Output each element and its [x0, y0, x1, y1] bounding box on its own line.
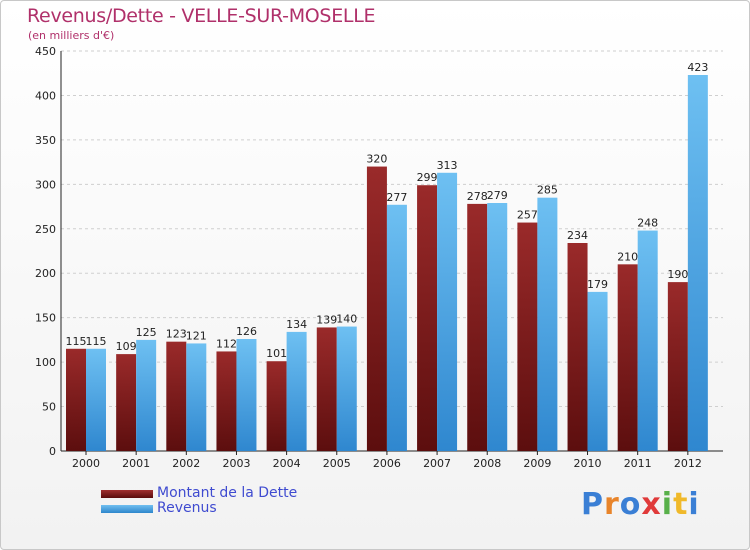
data-label-debt: 190 — [667, 268, 688, 281]
bar-debt — [266, 361, 287, 451]
bar-debt — [417, 185, 438, 451]
bar-debt — [366, 166, 387, 452]
x-tick-label: 2009 — [523, 457, 551, 470]
data-label-revenue: 126 — [236, 325, 257, 338]
bar-debt — [567, 243, 588, 451]
data-label-debt: 101 — [266, 347, 287, 360]
legend-swatch-debt — [101, 490, 153, 498]
bar-revenue — [86, 348, 106, 451]
proxiti-logo: Proxiti — [581, 487, 700, 522]
data-label-debt: 109 — [116, 340, 137, 353]
data-label-revenue: 125 — [136, 326, 157, 339]
chart-title: Revenus/Dette - VELLE-SUR-MOSELLE — [27, 5, 376, 27]
y-tick-label: 350 — [35, 134, 56, 147]
data-label-revenue: 277 — [386, 191, 407, 204]
bar-revenue — [437, 172, 458, 451]
logo-letter: r — [604, 487, 620, 522]
x-tick-label: 2008 — [473, 457, 501, 470]
legend-swatch-revenue — [101, 505, 153, 513]
data-label-debt: 299 — [417, 171, 438, 184]
x-tick-label: 2006 — [373, 457, 401, 470]
bar-debt — [617, 264, 638, 451]
bar-revenue — [687, 75, 708, 451]
x-tick-label: 2001 — [122, 457, 150, 470]
data-label-debt: 320 — [366, 153, 387, 166]
data-label-revenue: 140 — [336, 313, 357, 326]
bar-debt — [316, 327, 337, 451]
data-label-debt: 112 — [216, 337, 237, 350]
bar-revenue — [487, 203, 508, 451]
data-label-revenue: 134 — [286, 318, 307, 331]
data-label-revenue: 285 — [537, 184, 558, 197]
data-label-revenue: 179 — [587, 278, 608, 291]
data-label-debt: 278 — [467, 190, 488, 203]
y-tick-label: 0 — [49, 445, 56, 458]
logo-letter: i — [688, 487, 700, 522]
x-tick-label: 2004 — [273, 457, 301, 470]
legend-label-debt: Montant de la Dette — [157, 485, 298, 501]
x-tick-label: 2007 — [423, 457, 451, 470]
data-label-revenue: 423 — [687, 61, 708, 74]
data-label-debt: 234 — [567, 229, 588, 242]
x-tick-label: 2010 — [574, 457, 602, 470]
unit-note: (en milliers d'€) — [28, 29, 115, 42]
data-label-debt: 115 — [66, 335, 87, 348]
data-label-debt: 139 — [316, 313, 337, 326]
logo-letter: i — [661, 487, 674, 522]
logo-letter: t — [673, 487, 689, 522]
data-label-debt: 257 — [517, 209, 538, 222]
y-tick-label: 200 — [35, 267, 56, 280]
bar-revenue — [186, 343, 207, 451]
bar-debt — [116, 354, 137, 451]
bar-revenue — [537, 197, 558, 451]
bar-debt — [517, 222, 538, 451]
bar-revenue — [136, 339, 157, 451]
x-tick-label: 2011 — [624, 457, 652, 470]
logo-letter: P — [581, 487, 604, 522]
bar-debt — [166, 341, 187, 451]
y-tick-label: 100 — [35, 356, 56, 369]
bar-revenue — [336, 326, 357, 451]
x-tick-label: 2000 — [72, 457, 100, 470]
bar-debt — [667, 282, 688, 451]
x-tick-label: 2003 — [222, 457, 250, 470]
data-label-revenue: 279 — [487, 189, 508, 202]
x-tick-label: 2012 — [674, 457, 702, 470]
x-tick-label: 2002 — [172, 457, 200, 470]
data-label-revenue: 115 — [86, 335, 107, 348]
y-tick-label: 50 — [42, 401, 56, 414]
y-tick-label: 400 — [35, 89, 56, 102]
bar-revenue — [286, 331, 307, 451]
bar-revenue — [386, 204, 407, 451]
bar-debt — [66, 348, 86, 451]
y-tick-label: 450 — [35, 45, 56, 58]
bar-revenue — [637, 230, 658, 451]
y-tick-label: 250 — [35, 223, 56, 236]
legend-label-revenue: Revenus — [157, 500, 217, 516]
data-label-revenue: 313 — [437, 159, 458, 172]
bar-debt — [467, 203, 488, 451]
bar-revenue — [587, 291, 608, 451]
x-tick-label: 2005 — [323, 457, 351, 470]
y-tick-label: 150 — [35, 312, 56, 325]
data-label-debt: 123 — [166, 328, 187, 341]
data-label-revenue: 248 — [637, 217, 658, 230]
data-label-debt: 210 — [617, 250, 638, 263]
y-tick-label: 300 — [35, 178, 56, 191]
bar-debt — [216, 351, 237, 451]
data-label-revenue: 121 — [186, 329, 207, 342]
bar-revenue — [236, 339, 257, 451]
logo-letter: o — [619, 487, 642, 522]
logo-letter: x — [641, 487, 662, 522]
